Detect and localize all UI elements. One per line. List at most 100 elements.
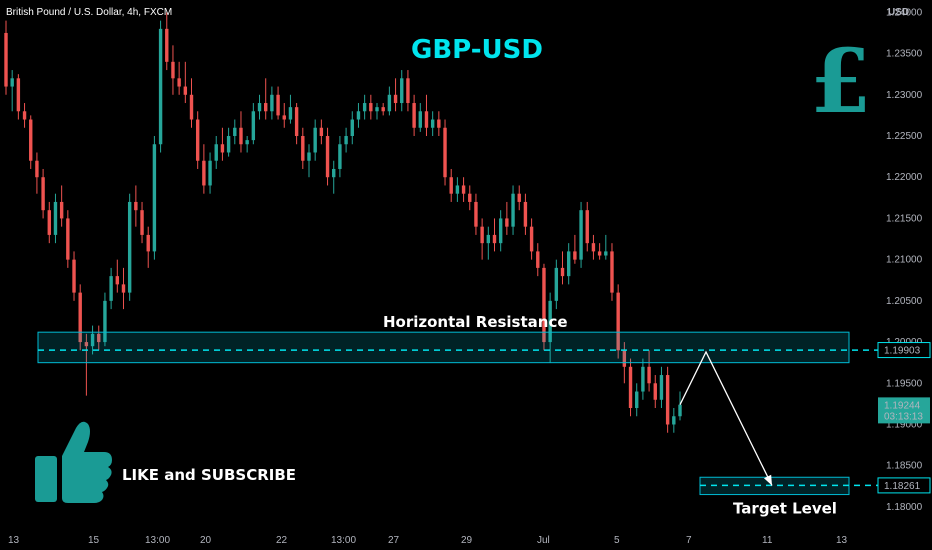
candle-body <box>393 94 398 104</box>
price-tick-label: 1.22500 <box>886 131 923 142</box>
pound-logo: £ <box>810 29 871 133</box>
candle-body <box>622 350 627 367</box>
svg-text:1.18261: 1.18261 <box>884 481 921 492</box>
candle-body <box>319 127 324 137</box>
candle-body <box>505 218 509 227</box>
projection-arrowhead <box>763 474 772 486</box>
candle-body <box>276 94 280 116</box>
candle-body <box>597 251 602 256</box>
candle-body <box>610 251 614 293</box>
candle-body <box>437 119 441 128</box>
time-tick-label: 22 <box>276 535 288 546</box>
candle-body <box>517 193 521 202</box>
candle-body <box>616 292 620 351</box>
candle-body <box>245 140 249 145</box>
candle-body <box>369 103 373 112</box>
time-tick-label: 5 <box>614 535 620 546</box>
candle-body <box>362 103 367 112</box>
candle-body <box>566 251 571 277</box>
candle-body <box>165 28 169 62</box>
candle-body <box>548 300 552 343</box>
candle-body <box>121 284 126 293</box>
price-tick-label: 1.18500 <box>886 461 923 472</box>
candle-body <box>665 375 670 425</box>
candle-body <box>59 201 64 219</box>
candle-body <box>554 267 559 301</box>
price-tick-label: 1.19000 <box>886 419 923 430</box>
candle-body <box>208 160 212 186</box>
candle-body <box>35 160 39 178</box>
candle-body <box>350 119 354 137</box>
candle-body <box>29 119 33 161</box>
resistance-label: Horizontal Resistance <box>383 313 568 331</box>
time-tick-label: 11 <box>762 535 773 546</box>
candle-body <box>591 243 596 252</box>
candle-body <box>202 160 206 186</box>
candle-body <box>325 136 330 178</box>
candle-body <box>344 136 348 145</box>
candle-body <box>461 185 466 194</box>
candle-body <box>78 292 82 343</box>
candle-body <box>134 201 138 211</box>
candle-body <box>560 267 565 277</box>
candle-body <box>585 210 589 244</box>
candle-body <box>257 103 262 112</box>
price-axis[interactable]: 1.24000 1.23500 1.23000 1.22500 1.22000 1.215… <box>886 7 923 513</box>
price-tick-label: 1.19500 <box>886 378 923 389</box>
resistance-price-tag: 1.19903 <box>877 342 931 359</box>
candle-body <box>171 61 175 79</box>
candle-body <box>412 103 416 128</box>
candle-body <box>301 136 305 161</box>
price-tick-label: 1.22000 <box>886 172 923 183</box>
candle-body <box>604 251 608 256</box>
candle-body <box>381 107 385 112</box>
candle-body <box>659 375 664 400</box>
candle-body <box>288 107 293 120</box>
candle-body <box>16 78 21 112</box>
candle-body <box>647 366 651 384</box>
candle-body <box>220 144 225 153</box>
time-tick-label: 29 <box>461 535 473 546</box>
candle-body <box>641 366 645 392</box>
candle-body <box>152 144 157 252</box>
candle-body <box>573 251 577 260</box>
promo-text: LIKE and SUBSCRIBE <box>122 466 296 484</box>
time-tick-label: 13:00 <box>331 535 356 546</box>
time-tick-label: 27 <box>388 535 400 546</box>
candle-body <box>214 144 218 161</box>
candle-body <box>511 193 515 227</box>
time-tick-label: 7 <box>686 535 692 546</box>
price-tick-label: 1.20500 <box>886 296 923 307</box>
candle-body <box>523 201 528 227</box>
candle-body <box>455 185 460 194</box>
candle-body <box>226 136 231 153</box>
candle-body <box>264 103 268 112</box>
time-tick-label: 13:00 <box>145 535 170 546</box>
price-tick-label: 1.23000 <box>886 90 923 101</box>
candle-body <box>233 127 237 137</box>
candle-body <box>41 177 45 211</box>
candle-body <box>678 404 682 417</box>
candle-body <box>424 111 429 128</box>
candle-body <box>443 127 447 178</box>
candle-body <box>449 177 453 194</box>
candle-body <box>109 276 113 301</box>
time-axis[interactable]: 13 15 13:00 20 22 13:00 27 29 Jul 5 7 11 13 <box>8 535 848 546</box>
candle-body <box>115 276 120 285</box>
candle-body <box>251 111 256 141</box>
chart-title: GBP-USD <box>411 35 543 65</box>
candle-body <box>158 28 163 145</box>
candle-body <box>672 416 676 425</box>
resistance-band[interactable] <box>37 331 850 364</box>
svg-text:1.19903: 1.19903 <box>884 346 921 357</box>
price-tick-label: 1.21000 <box>886 255 923 266</box>
candle-body <box>84 342 89 347</box>
current-price-tag: 1.19244 03:13:13 <box>878 397 930 424</box>
price-tick-label: 1.23500 <box>886 49 923 60</box>
price-tick-label: 1.24000 <box>886 7 923 18</box>
instrument-header: British Pound / U.S. Dollar, 4h, FXCM <box>6 7 172 18</box>
svg-text:03:13:13: 03:13:13 <box>884 411 923 422</box>
currency-label: USD <box>888 7 909 18</box>
candle-body <box>282 115 286 120</box>
